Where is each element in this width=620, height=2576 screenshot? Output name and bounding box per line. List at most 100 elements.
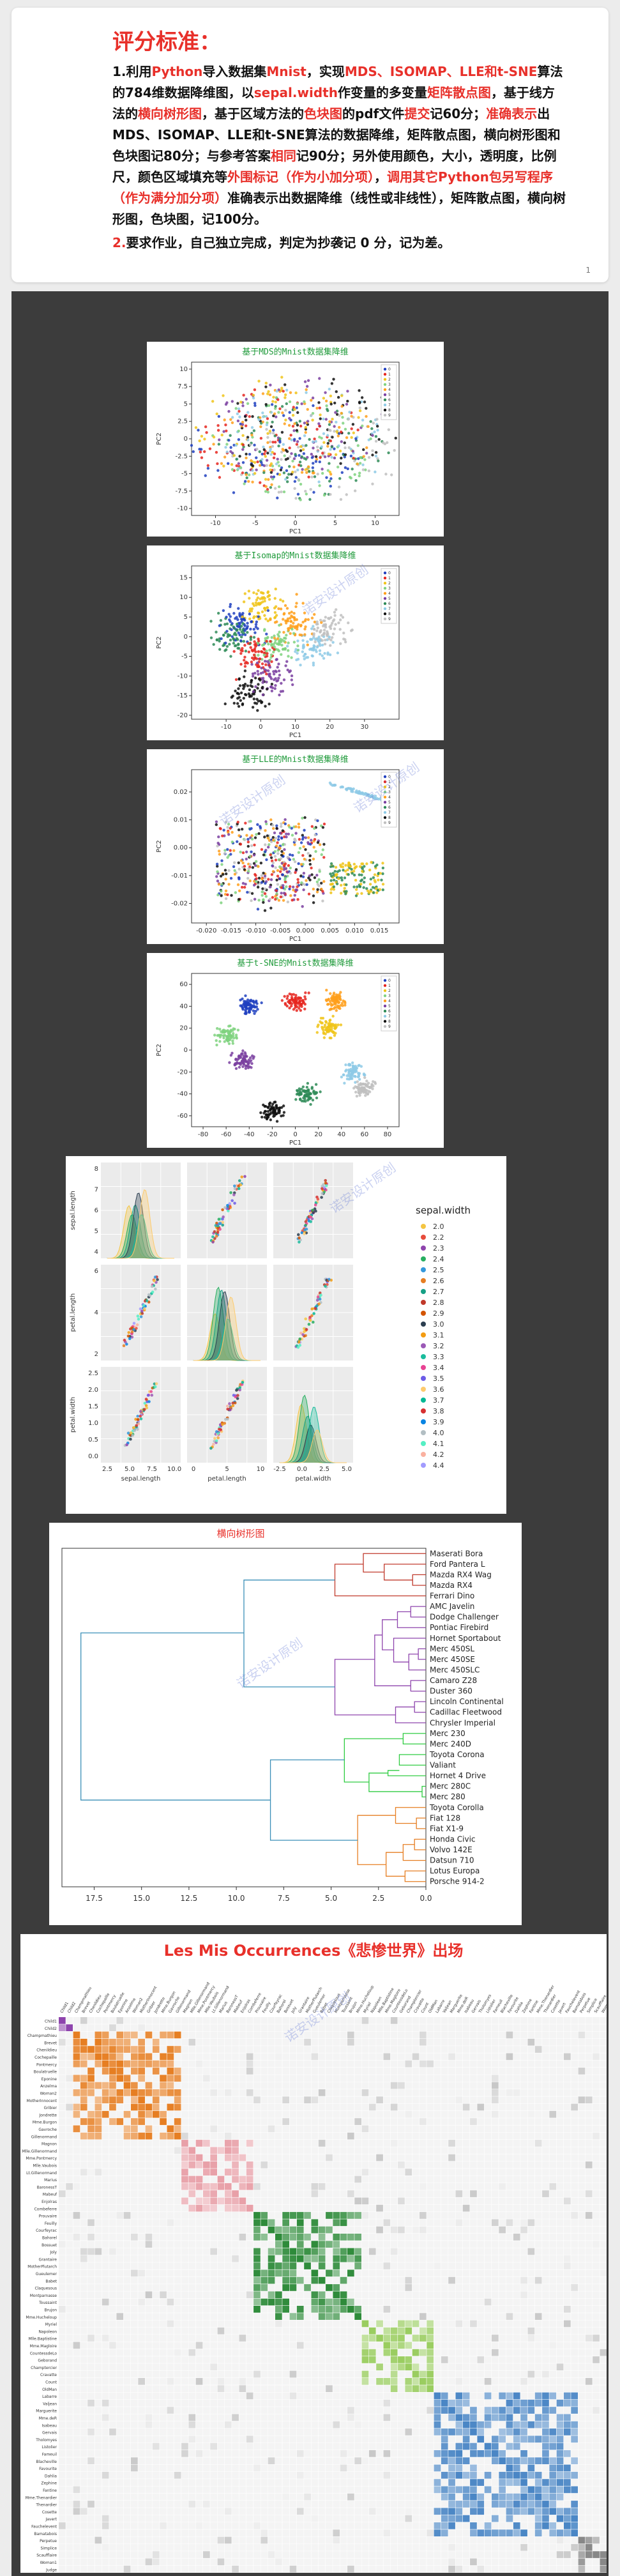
data-point <box>222 609 225 613</box>
x-tick-label: 5.0 <box>325 1894 337 1903</box>
heatmap-cell <box>217 2060 225 2068</box>
heatmap-cell <box>326 2046 333 2053</box>
heatmap-cell <box>376 2017 383 2024</box>
heatmap-cell <box>593 2031 600 2039</box>
heatmap-cell <box>232 2060 239 2068</box>
heatmap-cell <box>160 2082 167 2089</box>
heatmap-cell <box>203 2053 210 2061</box>
legend-marker <box>383 1019 387 1023</box>
heatmap-cell <box>361 2096 369 2103</box>
y-axis-label: petal.width <box>70 1397 77 1433</box>
heatmap-cell <box>261 2017 268 2024</box>
data-point <box>340 892 343 895</box>
data-point <box>262 679 265 682</box>
data-point <box>339 642 342 645</box>
heatmap-cell <box>520 2031 527 2039</box>
row-label: Myriel <box>45 2322 57 2327</box>
data-point <box>251 672 255 676</box>
heatmap-cell <box>160 2053 167 2061</box>
data-point <box>266 436 269 439</box>
chart-title: 基于LLE的Mnist数据集降维 <box>242 754 349 765</box>
data-point <box>261 887 264 890</box>
data-point <box>268 702 271 706</box>
data-point <box>238 1065 241 1069</box>
data-point <box>322 822 326 826</box>
legend-label: 5 <box>388 393 391 397</box>
data-point <box>354 479 358 482</box>
scatter-points <box>215 781 389 912</box>
heatmap-cell <box>477 2046 485 2053</box>
leaf-label: Merc 240D <box>430 1739 471 1748</box>
data-point <box>322 880 326 883</box>
heatmap-cell <box>296 2017 304 2024</box>
data-point <box>289 632 292 635</box>
heatmap-cell <box>441 2024 448 2031</box>
data-point <box>344 864 347 867</box>
data-point <box>271 1102 275 1106</box>
data-point <box>137 1422 140 1426</box>
data-point <box>273 434 276 438</box>
heatmap-cell <box>376 2060 383 2068</box>
row-label: Blacheville <box>36 2460 57 2464</box>
data-point <box>209 1447 213 1450</box>
data-point <box>246 876 250 880</box>
heatmap-cell <box>520 2046 527 2053</box>
y-tick-label: -0.01 <box>171 873 188 880</box>
heatmap-cell <box>289 2110 297 2118</box>
data-point <box>335 882 339 885</box>
x-tick-label: 10.0 <box>167 1466 181 1473</box>
data-point <box>324 1178 328 1182</box>
heatmap-cell <box>600 2053 607 2061</box>
data-point <box>303 611 306 614</box>
data-point <box>237 607 240 610</box>
data-point <box>237 631 240 634</box>
data-point <box>235 622 239 626</box>
data-point <box>221 1208 224 1212</box>
heatmap-cell <box>354 2024 361 2031</box>
heatmap-cell <box>195 2082 203 2089</box>
data-point <box>303 857 306 861</box>
heatmap-cell <box>520 2068 527 2075</box>
heatmap-cell <box>210 2096 217 2103</box>
heatmap-cell <box>593 2089 600 2096</box>
data-point <box>287 629 291 632</box>
data-point <box>288 416 291 420</box>
data-point <box>341 1004 344 1007</box>
heatmap-cell <box>333 2031 340 2039</box>
data-point <box>321 826 325 829</box>
leaf-label: Lotus Europa <box>430 1866 480 1875</box>
data-point <box>228 643 231 646</box>
heatmap-cell <box>376 2096 383 2103</box>
heatmap-cell <box>73 2017 80 2024</box>
data-point <box>225 443 229 446</box>
row-label: Woman1 <box>40 2561 57 2565</box>
data-point <box>250 837 254 841</box>
heatmap-cell <box>534 2024 542 2031</box>
data-point <box>275 415 278 418</box>
data-point <box>317 422 321 425</box>
heatmap-cell <box>420 2118 427 2125</box>
data-point <box>219 1428 223 1431</box>
data-point <box>294 453 297 456</box>
heatmap-cell <box>564 2031 571 2039</box>
data-point <box>266 491 270 494</box>
data-point <box>313 620 317 624</box>
data-point <box>303 422 306 425</box>
data-point <box>211 400 215 403</box>
data-point <box>227 439 231 442</box>
data-point <box>333 996 336 999</box>
data-point <box>322 397 326 400</box>
data-point <box>229 1408 232 1412</box>
heatmap-cell <box>412 2068 420 2075</box>
data-point <box>245 857 248 861</box>
heatmap-cell <box>167 2096 174 2103</box>
data-point <box>227 1209 230 1212</box>
heatmap-cell <box>66 2103 73 2111</box>
data-point <box>239 842 243 846</box>
data-point <box>301 854 305 857</box>
data-point <box>244 821 247 825</box>
data-point <box>264 381 268 385</box>
data-point <box>356 1086 359 1090</box>
heatmap-cell <box>405 2110 412 2118</box>
x-tick-label: 7.5 <box>278 1894 290 1903</box>
